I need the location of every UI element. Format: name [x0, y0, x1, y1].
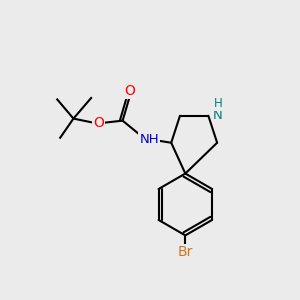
Text: Br: Br — [178, 244, 193, 259]
Text: N: N — [213, 109, 223, 122]
Text: O: O — [124, 84, 135, 98]
Text: NH: NH — [139, 133, 159, 146]
Text: O: O — [93, 116, 104, 130]
Text: H: H — [214, 97, 222, 110]
